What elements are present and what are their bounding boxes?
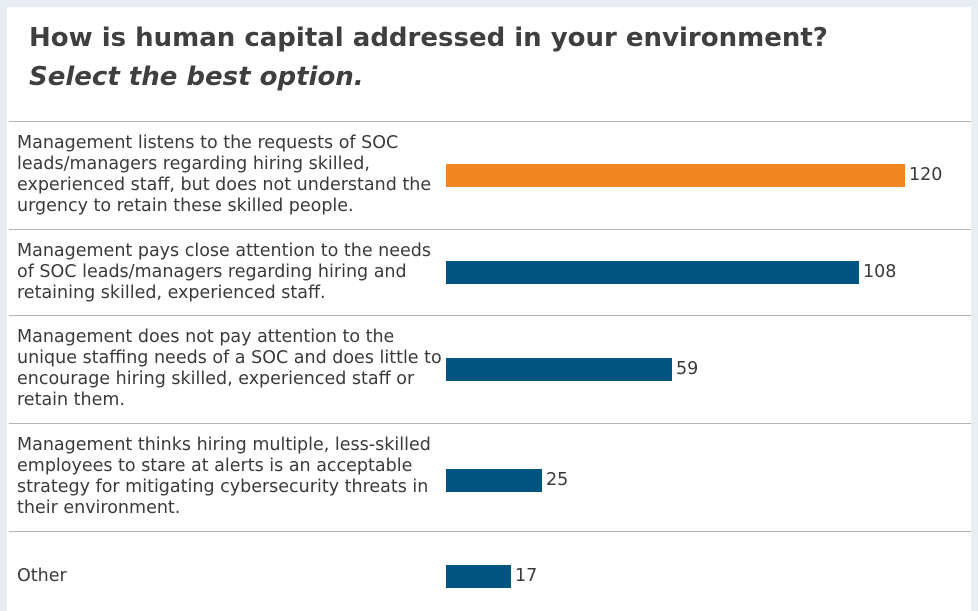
bar-5 xyxy=(446,564,511,588)
value-label-3: 59 xyxy=(676,358,699,379)
bar-2 xyxy=(446,260,859,284)
bar-1 xyxy=(446,163,905,187)
value-label-2: 108 xyxy=(863,261,897,282)
row-divider xyxy=(9,315,971,316)
category-label-1: Management listens to the requests of SO… xyxy=(17,133,432,216)
row-divider xyxy=(9,423,971,424)
bar-3 xyxy=(446,357,672,381)
value-label-4: 25 xyxy=(546,469,569,490)
chart-subtitle: Select the best option. xyxy=(29,62,364,92)
chart-title: How is human capital addressed in your e… xyxy=(29,23,828,53)
category-label-2: Management pays close attention to the n… xyxy=(17,241,432,303)
category-label-4: Management thinks hiring multiple, less-… xyxy=(17,435,431,518)
bar-4 xyxy=(446,468,542,492)
category-label-3: Management does not pay attention to the… xyxy=(17,327,442,410)
row-divider xyxy=(9,531,971,532)
chart-card: How is human capital addressed in your e… xyxy=(7,7,971,611)
row-divider xyxy=(9,121,971,122)
value-label-1: 120 xyxy=(909,164,943,185)
row-divider xyxy=(9,229,971,230)
category-label-5: Other xyxy=(17,566,67,586)
value-label-5: 17 xyxy=(515,565,538,586)
